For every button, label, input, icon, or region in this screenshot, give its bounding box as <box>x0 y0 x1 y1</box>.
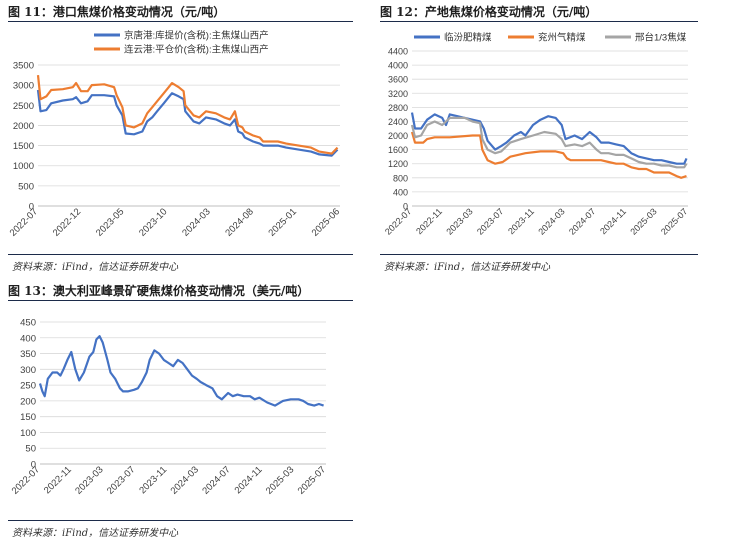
legend-label: 邢台1/3焦煤 <box>635 32 687 44</box>
x-tick-label: 2022-11 <box>414 206 444 236</box>
y-tick-label: 50 <box>25 444 36 455</box>
series-line <box>36 89 339 157</box>
title-rule <box>8 21 353 22</box>
chart-title: 图 13：澳大利亚峰景矿硬焦煤价格变动情况（美元/吨） <box>8 284 310 298</box>
x-tick-label: 2024-03 <box>180 206 212 238</box>
x-tick-label: 2023-03 <box>73 464 105 496</box>
y-tick-label: 2400 <box>388 117 408 127</box>
chart-panel-12: 图 12：产地焦煤价格变动情况（元/吨） 0 400 800 1200 1600 2000… <box>380 3 698 273</box>
y-tick-label: 400 <box>393 187 408 197</box>
x-tick-label: 2025-07 <box>659 206 689 236</box>
x-tick-label: 2022-07 <box>8 206 40 238</box>
y-tick-label: 1600 <box>388 145 408 155</box>
y-tick-label: 400 <box>20 333 36 344</box>
x-tick-label: 2024-07 <box>567 206 597 236</box>
y-tick-label: 450 <box>20 318 36 329</box>
legend-label: 连云港:平仓价(含税):主焦煤山西产 <box>124 44 269 56</box>
y-tick-label: 1500 <box>13 141 34 152</box>
x-tick-label: 2025-01 <box>267 206 299 238</box>
x-tick-label: 2025-06 <box>310 206 342 238</box>
x-tick-label: 2023-11 <box>137 464 169 496</box>
x-tick-label: 2023-11 <box>506 206 536 236</box>
legend-label: 兖州气精煤 <box>538 32 586 44</box>
y-tick-label: 3000 <box>13 81 34 92</box>
y-tick-label: 200 <box>20 396 36 407</box>
y-tick-label: 150 <box>20 412 36 423</box>
x-tick-label: 2022-07 <box>383 206 413 236</box>
y-tick-label: 800 <box>393 173 408 183</box>
y-tick-label: 3600 <box>388 75 408 85</box>
source-note: 资料来源：iFind，信达证券研发中心 <box>12 528 179 539</box>
x-tick-label: 2025-07 <box>296 464 328 496</box>
x-tick-label: 2023-07 <box>105 464 137 496</box>
x-tick-label: 2024-07 <box>200 464 232 496</box>
chart-title: 图 12：产地焦煤价格变动情况（元/吨） <box>380 5 598 19</box>
y-tick-label: 0 <box>29 202 34 213</box>
x-tick-label: 2024-11 <box>233 464 265 496</box>
legend-label: 京唐港:库提价(含税):主焦煤山西产 <box>124 30 269 42</box>
x-tick-label: 2024-03 <box>169 464 201 496</box>
y-tick-label: 350 <box>20 349 36 360</box>
y-tick-label: 4400 <box>388 47 408 57</box>
series-line <box>38 335 324 407</box>
y-tick-label: 1200 <box>388 159 408 169</box>
source-rule <box>8 254 353 255</box>
x-tick-label: 2024-03 <box>536 206 566 236</box>
legend-label: 临汾肥精煤 <box>444 32 492 44</box>
series-line <box>36 74 339 155</box>
y-tick-label: 2000 <box>13 121 34 132</box>
chart-panel-13: 图 13：澳大利亚峰景矿硬焦煤价格变动情况（美元/吨） 0 50 100 150 200… <box>8 282 353 540</box>
y-tick-label: 0 <box>403 202 408 212</box>
x-tick-label: 2025-03 <box>264 464 296 496</box>
chart-12-svg: 0 400 800 1200 1600 2000 2400 2800 3200 3600 4000 4… <box>383 32 689 237</box>
y-tick-label: 300 <box>20 365 36 376</box>
chart-11-svg: 0 500 1000 1500 2000 2500 3000 3500 2022-07 2022-… <box>8 30 342 239</box>
y-tick-label: 500 <box>18 181 34 192</box>
chart-13-svg: 0 50 100 150 200 250 300 350 400 450 2022-07 2022-1… <box>10 318 328 497</box>
source-rule <box>380 254 698 255</box>
source-note: 资料来源：iFind，信达证券研发中心 <box>384 262 551 273</box>
x-tick-label: 2025-03 <box>628 206 658 236</box>
x-tick-label: 2023-03 <box>444 206 474 236</box>
title-rule <box>8 300 353 301</box>
chart-panel-11: 图 11：港口焦煤价格变动情况（元/吨） 0 500 1000 1500 2000 250… <box>8 3 353 273</box>
title-rule <box>380 21 698 22</box>
series-line <box>410 112 688 165</box>
y-tick-label: 100 <box>20 428 36 439</box>
chart-title: 图 11：港口焦煤价格变动情况（元/吨） <box>8 5 226 19</box>
y-tick-label: 2800 <box>388 103 408 113</box>
y-tick-label: 0 <box>31 460 36 471</box>
x-tick-label: 2022-12 <box>51 206 83 238</box>
x-tick-label: 2022-07 <box>10 464 42 496</box>
y-tick-label: 250 <box>20 381 36 392</box>
series-line <box>410 116 688 169</box>
x-tick-label: 2023-05 <box>94 206 126 238</box>
y-tick-label: 3500 <box>13 61 34 72</box>
y-tick-label: 1000 <box>13 161 34 172</box>
source-note: 资料来源：iFind，信达证券研发中心 <box>12 262 179 273</box>
y-tick-label: 4000 <box>388 61 408 71</box>
x-tick-label: 2024-11 <box>598 206 628 236</box>
source-rule <box>8 520 353 521</box>
x-tick-label: 2023-10 <box>137 206 169 238</box>
x-tick-label: 2023-07 <box>475 206 505 236</box>
x-tick-label: 2024-08 <box>223 206 255 238</box>
y-tick-label: 2500 <box>13 101 34 112</box>
y-tick-label: 2000 <box>388 131 408 141</box>
x-tick-label: 2022-11 <box>42 464 74 496</box>
series-line <box>410 131 687 179</box>
y-tick-label: 3200 <box>388 89 408 99</box>
